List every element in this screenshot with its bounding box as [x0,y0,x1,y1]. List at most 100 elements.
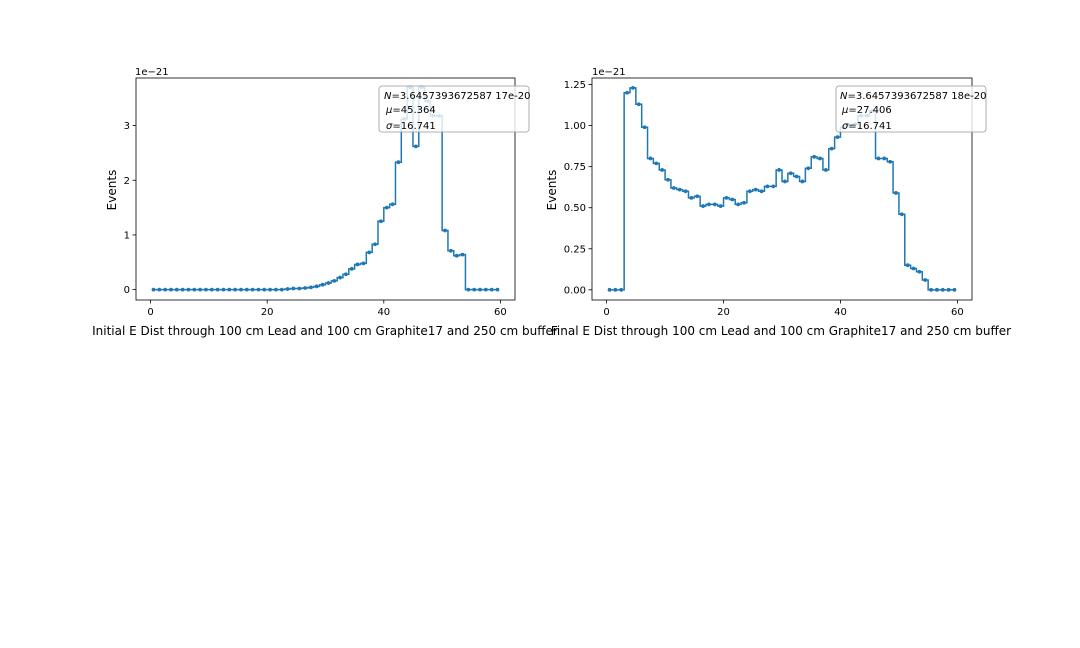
left-offset-text: 1e−21 [135,67,169,78]
left-data-point [227,287,232,292]
right-y-tick-label: 0.00 [564,285,586,296]
left-x-ticks: 0 20 40 60 [147,300,507,318]
left-data-point [274,287,278,292]
right-x-ticks: 0 20 40 60 [603,300,964,318]
right-data-point [917,269,922,274]
right-data-point [829,146,834,151]
right-legend-sigma: σ=16.741 [842,121,892,132]
left-data-point [256,287,261,292]
left-data-point [355,262,360,267]
left-data-point [384,205,389,210]
left-y-ticks: 0 1 2 3 [124,121,136,296]
right-data-point [940,287,945,292]
left-data-point [309,285,313,290]
right-data-point [777,168,781,172]
right-data-point [771,184,776,189]
left-data-point [262,287,267,292]
left-chart: 0 20 40 60 0 1 2 3 1e−21 Events Initial E Dist… [92,67,558,338]
left-x-tick-label: 60 [494,307,507,318]
right-data-point [794,174,799,179]
left-data-point [314,284,319,289]
right-data-point [625,90,629,95]
left-data-point [244,287,249,292]
left-data-point [215,287,220,292]
left-legend-n: N=3.6457393672587 17e-20 [384,91,531,102]
right-data-point [695,194,700,199]
right-data-point [788,171,793,176]
right-y-tick-label: 0.25 [564,244,586,255]
right-y-ticks: 0.00 0.25 0.50 0.75 1.00 1.25 [564,80,592,296]
left-legend: N=3.6457393672587 17e-20 μ=45.364 σ=16.7… [378,85,531,133]
left-data-point [204,287,208,292]
right-data-point [660,168,665,172]
right-data-point [689,195,694,200]
right-data-point [648,156,653,161]
left-data-point [472,287,477,292]
left-data-point [361,261,366,266]
right-legend-n: N=3.6457393672587 18e-20 [840,91,987,102]
left-data-point [495,287,500,292]
right-data-point [654,161,659,166]
right-offset-text: 1e−21 [592,67,626,78]
left-data-point [413,144,418,149]
left-data-point [396,160,401,165]
left-data-point [297,286,302,291]
right-chart: 0 20 40 60 0.00 0.25 0.50 0.75 1.00 1.25 1e−21 E… [545,67,1011,338]
left-data-point [209,287,214,292]
left-data-point [157,287,162,292]
right-data-point [677,187,682,192]
left-data-point [460,252,465,257]
right-data-point [952,287,957,292]
right-data-point [835,135,840,140]
right-y-tick-label: 0.75 [564,162,586,173]
right-data-point [800,179,805,184]
right-data-point [724,195,729,200]
right-plot-frame [591,77,973,301]
right-data-point [759,189,764,194]
right-data-point [946,287,951,292]
left-data-point [151,287,156,292]
left-legend-mu: μ=45.364 [385,105,436,116]
left-data-point [448,248,453,253]
right-legend-box [835,85,987,133]
right-x-tick-label: 60 [951,307,964,318]
left-x-axis-label: Initial E Dist through 100 cm Lead and 1… [92,324,558,338]
right-data-point [671,186,676,190]
left-y-tick-label: 3 [124,121,130,132]
left-data-point [478,287,482,292]
left-legend-box [378,85,530,133]
left-data-point [303,286,307,290]
right-data-point [712,202,717,207]
left-data-point [489,287,494,292]
left-data-point [443,228,447,233]
left-data-point [169,287,173,292]
left-y-axis-label: Events [105,170,119,211]
right-data-point [701,204,705,208]
right-data-point [894,191,898,195]
right-y-tick-label: 1.25 [564,80,586,91]
left-data-point [466,287,471,292]
left-data-point [186,287,191,292]
right-data-point [753,187,758,192]
left-data-point [349,266,354,271]
right-data-point [923,278,928,282]
left-y-tick-label: 0 [124,285,130,296]
right-x-tick-label: 0 [603,307,609,318]
left-data-point [233,287,238,292]
right-data-point [613,287,618,292]
right-data-point [607,287,612,292]
left-data-point [483,287,488,292]
left-data-point [180,287,185,292]
right-data-point [905,263,910,268]
right-data-point [730,197,735,202]
left-data-point [367,250,372,255]
left-data-point [454,253,459,258]
right-data-point [636,102,641,107]
right-data-point [642,125,647,130]
right-data-point [736,202,741,207]
left-data-point [373,242,377,247]
right-data-point [911,266,916,271]
left-data-point [326,281,331,285]
left-legend-sigma: σ=16.741 [386,121,436,132]
